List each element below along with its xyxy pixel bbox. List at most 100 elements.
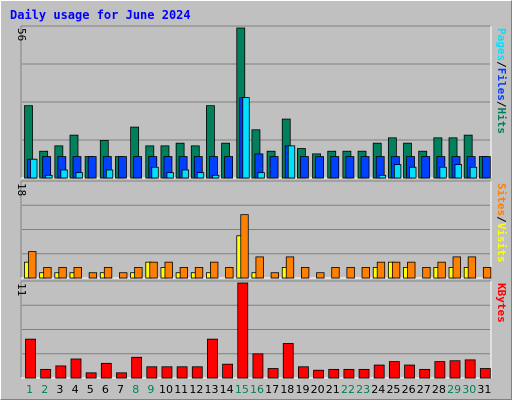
bar-pages <box>60 169 68 179</box>
bar-sites <box>119 272 128 279</box>
x-tick-label: 28 <box>432 383 446 396</box>
bar-pages <box>454 164 462 179</box>
bar-kbytes <box>222 363 233 379</box>
x-tick-label: 15 <box>235 383 249 396</box>
bar-sites <box>134 267 143 279</box>
legend-middle: Sites/Visits <box>495 183 508 263</box>
bar-pages <box>212 174 220 179</box>
bar-kbytes <box>464 359 476 379</box>
bar-sites <box>194 267 204 279</box>
bar-files <box>224 156 233 179</box>
bar-pages <box>151 166 159 179</box>
bar-sites <box>316 272 325 279</box>
bar-pages <box>439 166 447 179</box>
bar-sites <box>164 261 173 279</box>
hits-files-pages-panel <box>20 25 492 179</box>
x-tick-label: 7 <box>117 383 124 396</box>
legend-visits: Visits <box>495 223 508 263</box>
legend-files: Files <box>495 68 508 101</box>
bar-kbytes <box>116 372 127 379</box>
legend-separator: / <box>495 216 508 223</box>
bar-sites <box>73 267 82 279</box>
max-label-bottom: 11 <box>15 283 28 296</box>
x-tick-label: 24 <box>371 383 385 396</box>
x-tick-label: 4 <box>72 383 79 396</box>
bar-sites <box>210 261 219 279</box>
bar-files <box>345 156 355 179</box>
bar-sites <box>58 267 67 279</box>
bar-sites <box>88 272 98 279</box>
bar-sites <box>28 251 37 279</box>
bar-files <box>315 156 324 179</box>
bar-kbytes <box>161 366 173 379</box>
bar-pages <box>378 174 387 179</box>
bar-sites <box>255 256 264 279</box>
bar-kbytes <box>131 356 143 379</box>
legend-bottom: KBytes <box>495 283 508 323</box>
bar-kbytes <box>313 369 324 379</box>
bar-sites <box>482 267 492 279</box>
bar-files <box>118 156 127 179</box>
bar-kbytes <box>419 368 431 379</box>
x-tick-label: 14 <box>220 383 234 396</box>
bar-pages <box>30 158 38 179</box>
bar-pages <box>409 166 417 179</box>
bar-sites <box>376 261 386 279</box>
bar-kbytes <box>373 364 385 379</box>
bar-sites <box>407 261 416 279</box>
x-tick-label: 10 <box>159 383 173 396</box>
bar-kbytes <box>282 343 294 379</box>
x-tick-label: 30 <box>462 383 476 396</box>
bar-kbytes <box>237 282 249 379</box>
x-tick-label: 23 <box>356 383 370 396</box>
bar-kbytes <box>252 353 264 379</box>
x-tick-label: 27 <box>417 383 431 396</box>
bar-files <box>209 156 218 179</box>
bar-files <box>300 156 309 179</box>
bar-pages <box>469 166 478 179</box>
bar-sites <box>437 261 446 279</box>
max-label-middle: 18 <box>15 183 28 196</box>
x-tick-label: 11 <box>174 383 188 396</box>
bar-sites <box>43 267 52 279</box>
x-tick-label: 12 <box>189 383 203 396</box>
bar-sites <box>179 267 189 279</box>
bar-pages <box>196 172 205 179</box>
bar-kbytes <box>434 361 446 379</box>
x-tick-label: 29 <box>447 383 461 396</box>
kbytes-panel <box>20 280 492 379</box>
x-tick-label: 18 <box>280 383 294 396</box>
x-tick-label: 6 <box>102 383 109 396</box>
bar-pages <box>166 172 174 179</box>
bar-files <box>481 156 491 179</box>
bar-kbytes <box>267 368 279 379</box>
bar-kbytes <box>343 368 355 379</box>
bar-sites <box>240 214 249 279</box>
bar-sites <box>346 267 355 279</box>
bar-sites <box>452 256 461 279</box>
legend-separator: / <box>495 101 508 108</box>
bar-kbytes <box>207 338 218 379</box>
bar-kbytes <box>328 368 340 379</box>
bar-kbytes <box>449 360 461 379</box>
x-tick-label: 21 <box>326 383 340 396</box>
bar-pages <box>105 169 114 179</box>
bar-sites <box>301 267 310 279</box>
x-tick-label: 19 <box>295 383 309 396</box>
x-tick-label: 2 <box>41 383 48 396</box>
x-tick-label: 17 <box>265 383 279 396</box>
x-tick-label: 22 <box>341 383 355 396</box>
bar-files <box>360 156 370 179</box>
bar-kbytes <box>388 361 400 379</box>
x-tick-label: 3 <box>56 383 63 396</box>
bar-kbytes <box>146 366 158 379</box>
bar-sites <box>225 267 234 279</box>
bar-files <box>421 156 431 179</box>
x-tick-label: 13 <box>205 383 219 396</box>
bar-files <box>133 156 143 179</box>
bar-sites <box>331 267 340 279</box>
bar-pages <box>393 164 402 179</box>
bar-kbytes <box>25 338 36 379</box>
